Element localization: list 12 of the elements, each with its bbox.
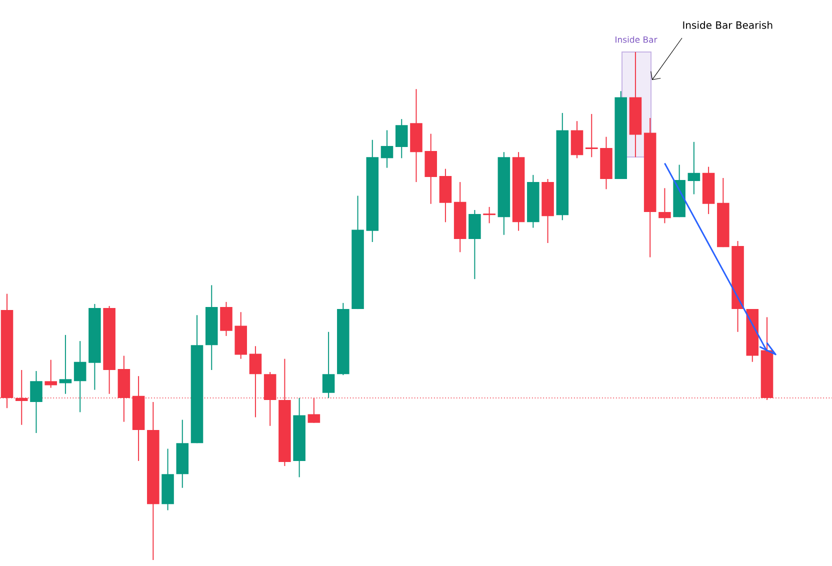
candlestick — [658, 188, 671, 224]
candlestick — [220, 301, 232, 336]
candlestick — [322, 331, 335, 398]
candlestick — [688, 141, 700, 195]
candlestick — [30, 370, 42, 434]
candlestick — [74, 340, 86, 413]
text: Inside Bar Bearish — [683, 21, 772, 29]
text: Inside Bar — [616, 36, 658, 43]
candlestick — [395, 118, 408, 159]
candlestick — [44, 359, 57, 388]
candlestick — [59, 334, 72, 394]
candlestick — [380, 130, 394, 168]
